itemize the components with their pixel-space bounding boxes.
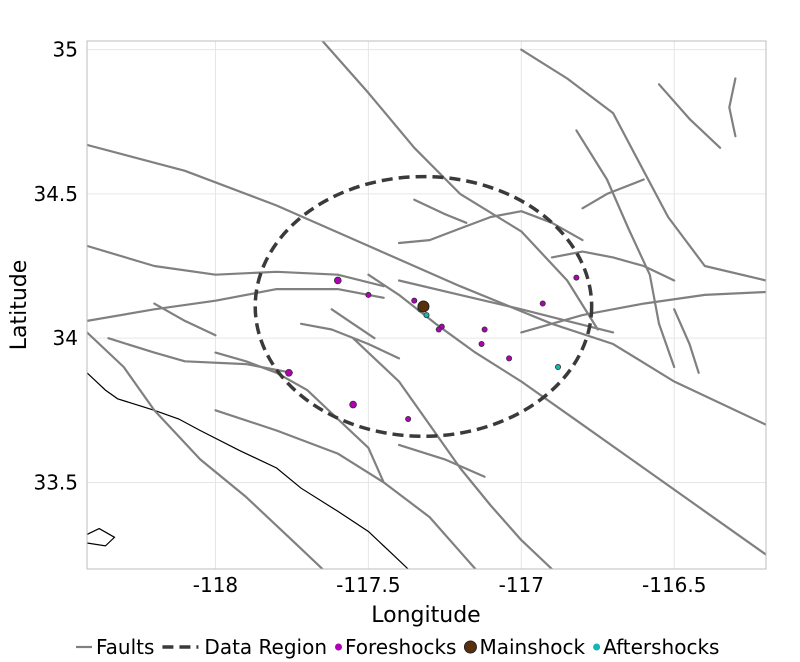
- fault-line: [520, 48, 766, 282]
- foreshock-point: [506, 355, 513, 362]
- y-tick-label: 33.5: [33, 470, 78, 494]
- fault-line: [575, 129, 676, 369]
- fault-line: [397, 443, 486, 478]
- legend-foreshocks-label: Foreshocks: [345, 635, 456, 659]
- mainshock-point: [417, 300, 430, 313]
- x-tick-label: -117.5: [336, 573, 400, 597]
- x-axis-label: Longitude: [371, 603, 480, 628]
- fault-line: [657, 83, 722, 149]
- fault-line: [321, 41, 599, 331]
- foreshock-point: [334, 276, 342, 285]
- fault-line: [367, 273, 766, 556]
- foreshock-point: [435, 326, 442, 333]
- y-tick-label: 34: [53, 326, 78, 350]
- x-tick-label: -116.5: [642, 573, 706, 597]
- fault-line: [673, 308, 700, 374]
- legend-mainshock-label: Mainshock: [479, 635, 585, 659]
- fault-line: [397, 210, 584, 245]
- fault-line: [581, 178, 645, 210]
- foreshock-point: [411, 297, 418, 304]
- foreshock-point: [539, 300, 546, 307]
- fault-line: [728, 77, 737, 138]
- foreshock-point: [481, 326, 488, 333]
- foreshock-point: [405, 415, 412, 422]
- y-tick-label: 34.5: [33, 182, 78, 206]
- legend-faults-label: Faults: [96, 635, 154, 659]
- foreshock-point: [573, 274, 580, 281]
- y-tick-label: 35: [53, 38, 78, 62]
- coastline: [87, 372, 409, 569]
- grid-lines: [87, 41, 766, 569]
- fault-line: [397, 279, 615, 334]
- fault-line: [214, 351, 385, 484]
- foreshock-point: [478, 340, 485, 347]
- fault-line: [300, 322, 401, 360]
- y-axis-label: Latitude: [7, 260, 32, 351]
- coastline: [87, 527, 116, 547]
- aftershock-point: [423, 312, 430, 319]
- aftershock-point: [555, 364, 562, 371]
- fault-line: [550, 250, 676, 282]
- fault-line: [153, 302, 217, 337]
- foreshock-point: [349, 400, 357, 409]
- fault-line: [413, 198, 468, 224]
- fault-line: [87, 244, 385, 288]
- x-tick-label: -117: [499, 573, 544, 597]
- fault-line: [352, 337, 553, 569]
- legend-foreshocks-swatch: [335, 643, 342, 651]
- x-tick-label: -118: [193, 573, 238, 597]
- legend-data-region-label: Data Region: [204, 635, 327, 659]
- foreshock-point: [365, 291, 372, 298]
- fault-line: [520, 290, 766, 334]
- data-region-circle: [253, 174, 594, 439]
- legend-aftershocks-swatch: [593, 643, 601, 651]
- legend: Faults Data Region Foreshocks Mainshock Afte…: [76, 635, 719, 659]
- foreshock-point: [285, 369, 293, 377]
- map-features: [87, 41, 766, 569]
- fault-line: [87, 331, 324, 569]
- fault-line: [87, 143, 766, 426]
- fault-line: [87, 288, 385, 322]
- fault-line: [330, 308, 376, 340]
- plot-frame: [86, 40, 767, 570]
- legend-mainshock-swatch: [463, 640, 477, 654]
- axis-ticks: -118 -117.5 -117 -116.5 35 34.5 34 33.5: [33, 38, 706, 597]
- legend-aftershocks-label: Aftershocks: [603, 635, 719, 659]
